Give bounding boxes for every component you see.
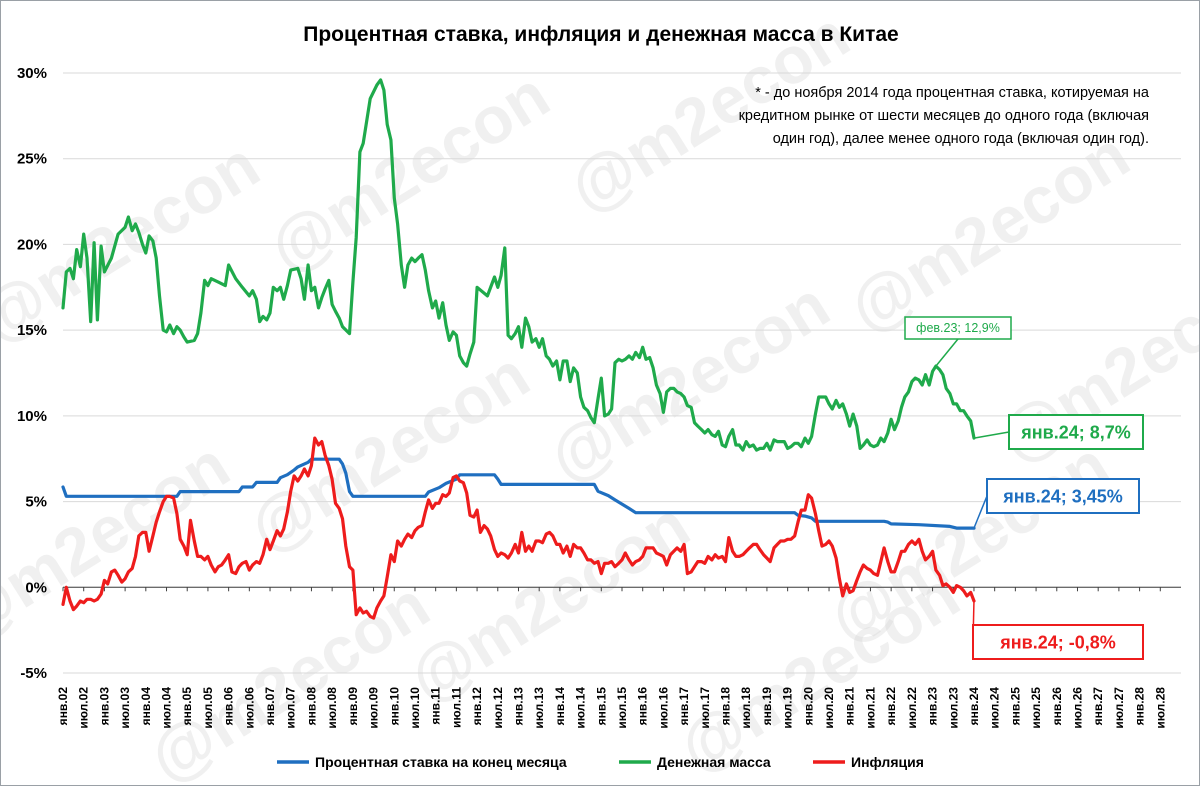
x-tick-label: июл.19 <box>781 687 795 729</box>
x-tick-label: янв.22 <box>884 687 898 726</box>
legend: Процентная ставка на конец месяца Денежна… <box>277 754 924 770</box>
y-axis: 30% 25% 20% 15% 10% 5% 0% -5% <box>17 65 47 682</box>
x-tick-label: июл.13 <box>532 687 546 729</box>
x-tick-label: янв.12 <box>470 687 484 726</box>
x-tick-label: янв.18 <box>719 687 733 726</box>
footnote-line-1: * - до ноября 2014 года процентная ставк… <box>755 85 1150 101</box>
x-tick-label: янв.03 <box>97 687 111 726</box>
x-tick-label: янв.11 <box>429 687 443 725</box>
x-axis: янв.02 июл.02 янв.03 июл.03 янв.04 июл.04 янв.… <box>56 586 1181 729</box>
money-supply-peak-leader <box>935 338 959 367</box>
money-supply-end-label-box <box>1008 414 1144 450</box>
x-tick-label: янв.02 <box>56 687 70 726</box>
legend-item-money-supply-label: Денежная масса <box>657 754 771 770</box>
money-supply-peak-box <box>904 316 1012 340</box>
legend-item-rate-label: Процентная ставка на конец месяца <box>315 754 567 770</box>
x-tick-label: июл.09 <box>367 687 381 729</box>
x-tick-label: июл.10 <box>408 687 422 729</box>
x-tick-label: июл.05 <box>201 687 215 729</box>
x-tick-label: июл.16 <box>656 687 670 729</box>
x-tick-label: янв.19 <box>760 687 774 726</box>
y-tick-label: 30% <box>17 65 47 82</box>
x-tick-label: июл.02 <box>77 687 91 729</box>
x-tick-label: янв.24 <box>967 687 981 726</box>
x-tick-label: янв.09 <box>346 687 360 726</box>
x-tick-label: янв.14 <box>553 687 567 726</box>
y-tick-label: 10% <box>17 408 47 425</box>
inflation-end-label: янв.24; -0,8% <box>999 632 1115 652</box>
x-tick-label: июл.25 <box>1029 687 1043 729</box>
watermark-text: @m2econ <box>1 427 241 656</box>
y-tick-label: 15% <box>17 322 47 339</box>
inflation-series-line <box>61 436 976 620</box>
series-layer <box>61 78 976 620</box>
x-tick-label: янв.13 <box>511 687 525 726</box>
watermark-text: @m2econ <box>136 567 441 785</box>
watermark-text: @m2econ <box>536 267 841 496</box>
rate-end-label-box <box>986 478 1140 514</box>
watermark-text: @m2econ <box>836 117 1141 346</box>
y-tick-label: -5% <box>20 665 47 682</box>
x-tick-label: янв.27 <box>1091 687 1105 726</box>
x-tick-label: янв.17 <box>677 687 691 726</box>
rate-end-label-leader <box>973 495 988 529</box>
chart-title: Процентная ставка, инфляция и денежная м… <box>303 23 898 46</box>
x-tick-label: июл.17 <box>698 687 712 729</box>
x-tick-label: июл.04 <box>160 687 174 729</box>
x-tick-label: янв.16 <box>636 687 650 726</box>
x-tick-label: янв.25 <box>1008 687 1022 726</box>
x-tick-label: янв.15 <box>594 687 608 726</box>
footnote-line-2: кредитном рынке от шести месяцев до одно… <box>739 108 1149 124</box>
y-tick-label: 20% <box>17 236 47 253</box>
x-tick-label: июл.08 <box>325 687 339 729</box>
x-tick-label: июл.12 <box>491 687 505 729</box>
footnote-line-3: один год), далее менее одного года (вклю… <box>773 131 1149 147</box>
x-tick-label: июл.26 <box>1070 687 1084 729</box>
x-tick-label: июл.07 <box>284 687 298 729</box>
rate-end-label: янв.24; 3,45% <box>1002 486 1123 506</box>
x-tick-label: июл.20 <box>822 687 836 729</box>
x-tick-label: июл.24 <box>988 687 1002 729</box>
watermark-text: @m2econ <box>396 487 701 716</box>
x-tick-label: июл.11 <box>449 687 463 728</box>
x-tick-label: янв.26 <box>1050 687 1064 726</box>
y-tick-label: 5% <box>25 494 47 511</box>
x-tick-label: июл.28 <box>1153 687 1167 729</box>
x-tick-label: июл.06 <box>242 687 256 729</box>
money-supply-peak-label: фев.23; 12,9% <box>916 321 1000 335</box>
x-tick-label: янв.28 <box>1133 687 1147 726</box>
x-tick-label: июл.14 <box>574 687 588 729</box>
watermark-text: @m2econ <box>256 57 561 286</box>
money-supply-end-label-leader <box>973 431 1010 439</box>
footnote: * - до ноября 2014 года процентная ставк… <box>739 85 1150 147</box>
money-supply-series-line <box>61 78 976 452</box>
x-tick-label: июл.21 <box>863 687 877 729</box>
x-tick-label: июл.03 <box>118 687 132 729</box>
y-tick-label: 25% <box>17 151 47 168</box>
x-tick-label: янв.23 <box>926 687 940 726</box>
x-tick-label: янв.08 <box>304 687 318 726</box>
legend-item-inflation-label: Инфляция <box>851 754 924 770</box>
annotations: янв.24; 8,7% янв.24; 3,45% янв.24; -0,8% фе… <box>904 316 1144 660</box>
x-tick-label: янв.06 <box>222 687 236 726</box>
inflation-end-label-box <box>972 624 1144 660</box>
x-tick-label: янв.05 <box>180 687 194 726</box>
x-tick-label: янв.07 <box>263 687 277 726</box>
x-tick-label: июл.23 <box>946 687 960 729</box>
y-tick-label: 0% <box>25 579 47 596</box>
x-tick-label: июл.15 <box>615 687 629 729</box>
x-tick-label: июл.27 <box>1112 687 1126 729</box>
x-tick-label: июл.22 <box>905 687 919 729</box>
x-tick-label: июл.18 <box>739 687 753 729</box>
money-supply-end-label: янв.24; 8,7% <box>1020 422 1131 442</box>
x-tick-label: янв.10 <box>387 687 401 726</box>
gridlines <box>63 72 1181 674</box>
x-tick-label: янв.21 <box>843 687 857 726</box>
x-tick-label: янв.04 <box>139 687 153 726</box>
x-tick-label: янв.20 <box>801 687 815 726</box>
